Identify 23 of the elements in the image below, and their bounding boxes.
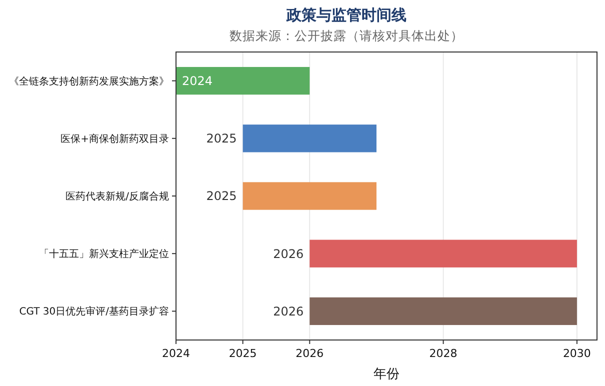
bar: [242, 124, 376, 152]
bar: [310, 240, 577, 268]
annotation: 2026: [273, 304, 304, 318]
annotation: 2026: [273, 246, 304, 261]
y-tick-label: CGT 30日优先审评/基药目录扩容: [19, 306, 169, 318]
y-tick-label: 「十五五」新兴支柱产业定位: [39, 248, 169, 260]
chart-subtitle: 数据来源：公开披露（请核对具体出处）: [230, 28, 464, 43]
x-tick-label: 2028: [429, 347, 458, 360]
bar: [310, 297, 577, 326]
x-tick-label: 2030: [562, 347, 591, 360]
y-tick-label: 医保+商保创新药双目录: [60, 132, 169, 145]
x-axis-title: 年份: [374, 367, 400, 382]
y-tick-label: 《全链条支持创新药发展实施方案》: [9, 75, 169, 88]
x-tick-label: 2024: [162, 347, 190, 360]
annotation: 2025: [206, 132, 237, 146]
annotation: 2025: [206, 189, 237, 204]
x-tick-label: 2025: [228, 347, 257, 360]
bar: [242, 182, 376, 210]
bar: [176, 66, 310, 95]
annotation: 2024: [182, 74, 213, 88]
y-tick-label: 医药代表新规/反腐合规: [66, 190, 169, 202]
chart-title: 政策与监管时间线: [286, 6, 406, 24]
x-tick-label: 2026: [296, 347, 324, 360]
